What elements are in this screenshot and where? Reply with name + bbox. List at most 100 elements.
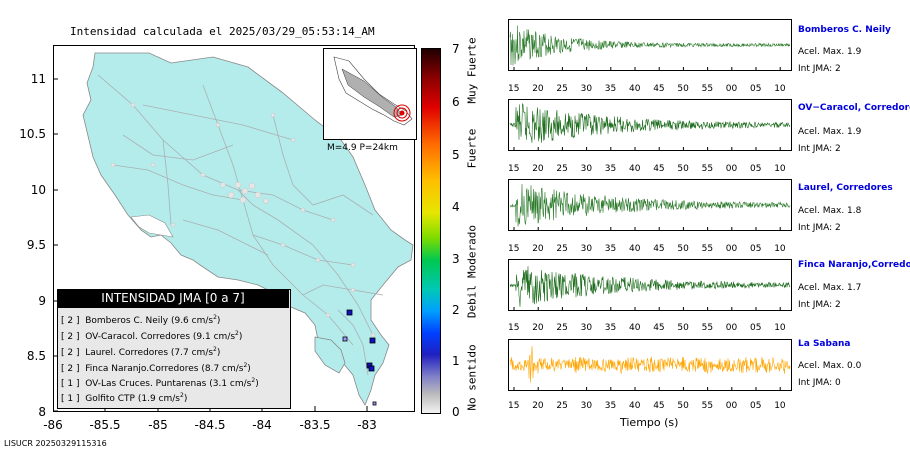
- time-tick-label: 25: [556, 164, 568, 174]
- time-tick-label: 20: [532, 84, 544, 94]
- waveform-panel-1: [508, 99, 792, 151]
- station-int: Int JMA: 2: [798, 144, 841, 154]
- time-tick-label: 45: [653, 401, 665, 411]
- intensity-legend: [57, 289, 291, 409]
- legend-row: [ 2 ] Bomberos C. Neily (9.6 cm/s2): [61, 314, 221, 326]
- time-tick-label: 10: [774, 323, 786, 333]
- legend-row: [ 2 ] Laurel. Corredores (7.7 cm/s2): [61, 346, 221, 358]
- time-tick-label: 45: [653, 84, 665, 94]
- time-tick-label: 55: [701, 244, 714, 254]
- station-int: Int JMA: 2: [798, 64, 841, 74]
- waveform-trace: [509, 266, 791, 307]
- time-tick-label: 05: [750, 323, 762, 333]
- time-tick-label: 30: [580, 323, 593, 333]
- scale-number: 7: [452, 42, 460, 56]
- time-tick-row: 15 20 25 30 35 40 45 50 55 00 05 10: [508, 401, 792, 413]
- map-y-tick: 11: [30, 72, 46, 86]
- time-tick-label: 50: [677, 244, 689, 254]
- map-x-tick: -84.5: [194, 418, 226, 432]
- station-name: Finca Naranjo,Corredores: [798, 260, 910, 270]
- time-tick-row: 15 20 25 30 35 40 45 50 55 00 05 10: [508, 164, 792, 176]
- waveform-trace: [509, 346, 791, 383]
- station-acel: Acel. Max. 1.9: [798, 47, 862, 57]
- time-tick-label: 10: [774, 84, 786, 94]
- station-name: Bomberos C. Neily: [798, 25, 891, 35]
- time-tick-label: 15: [508, 84, 520, 94]
- time-tick-label: 20: [532, 401, 544, 411]
- town-dots: [110, 102, 376, 338]
- inset-map-svg: [333, 56, 413, 126]
- station-int: Int JMA: 0: [798, 378, 841, 388]
- time-tick-label: 40: [629, 323, 641, 333]
- map-x-tick: -86: [43, 418, 63, 432]
- waveform-trace: [509, 103, 791, 143]
- time-tick-label: 30: [580, 244, 593, 254]
- time-tick-label: 25: [556, 244, 568, 254]
- time-tick-label: 50: [677, 164, 689, 174]
- legend-row: [ 2 ] OV-Caracol. Corredores (9.1 cm/s2): [61, 330, 243, 342]
- legend-row: [ 2 ] Finca Naranjo.Corredores (8.7 cm/s…: [61, 362, 251, 374]
- time-tick-label: 50: [677, 323, 689, 333]
- time-tick-label: 35: [604, 401, 617, 411]
- map-y-tick: 9: [38, 294, 46, 308]
- time-tick-label: 50: [677, 401, 689, 411]
- station-acel: Acel. Max. 1.9: [798, 127, 862, 137]
- waveform-trace: [509, 183, 791, 227]
- time-tick-label: 40: [629, 84, 641, 94]
- station-acel: Acel. Max. 0.0: [798, 361, 862, 371]
- scale-number: 5: [452, 148, 460, 162]
- legend-row: [ 1 ] Golfito CTP (1.9 cm/s2): [61, 392, 188, 404]
- time-tick-label: 00: [725, 401, 738, 411]
- waveform-panel-0: [508, 19, 792, 71]
- legend-row: [ 1 ] OV-Las Cruces. Puntarenas (3.1 cm/…: [61, 377, 259, 389]
- scale-number: 2: [452, 303, 460, 317]
- scale-number: 3: [452, 252, 460, 266]
- epicenter-marker: [399, 110, 405, 116]
- scale-number: 1: [452, 354, 460, 368]
- footer-id: LISUCR 20250329115316: [4, 439, 107, 448]
- time-tick-label: 55: [701, 84, 714, 94]
- time-tick-label: 35: [604, 323, 617, 333]
- scale-category: Muy Fuerte: [465, 37, 479, 104]
- time-tick-label: 40: [629, 164, 641, 174]
- station-markers: [342, 309, 377, 406]
- time-tick-label: 35: [604, 164, 617, 174]
- time-tick-label: 15: [508, 401, 520, 411]
- time-axis-title: Tiempo (s): [620, 416, 679, 429]
- time-tick-label: 20: [532, 244, 544, 254]
- time-tick-label: 50: [677, 84, 689, 94]
- time-tick-label: 15: [508, 244, 520, 254]
- time-tick-label: 45: [653, 164, 665, 174]
- station-marker: [369, 337, 376, 344]
- time-tick-row: 15 20 25 30 35 40 45 50 55 00 05 10: [508, 244, 792, 256]
- map-y-tick: 9.5: [26, 238, 46, 252]
- map-x-tick: -85.5: [89, 418, 121, 432]
- scale-number: 0: [452, 405, 460, 419]
- map-x-tick: -83: [357, 418, 377, 432]
- map-x-tick: -85: [148, 418, 168, 432]
- waveform-panel-2: [508, 179, 792, 231]
- panel-frame: [508, 99, 792, 151]
- time-tick-label: 55: [701, 323, 714, 333]
- scale-category: No sentido: [465, 344, 479, 411]
- time-tick-label: 55: [701, 164, 714, 174]
- time-tick-label: 25: [556, 323, 568, 333]
- time-tick-row: 15 20 25 30 35 40 45 50 55 00 05 10: [508, 323, 792, 335]
- station-marker: [342, 336, 348, 342]
- legend-title: INTENSIDAD JMA [0 a 7]: [57, 289, 289, 308]
- time-tick-label: 10: [774, 164, 786, 174]
- time-tick-label: 40: [629, 244, 641, 254]
- inset-magnitude-label: M=4.9 P=24km: [327, 143, 398, 153]
- time-tick-label: 35: [604, 244, 617, 254]
- waveform-panel-4: [508, 339, 792, 391]
- time-tick-label: 05: [750, 84, 762, 94]
- time-tick-label: 30: [580, 164, 593, 174]
- map-y-tick: 8.5: [26, 349, 46, 363]
- station-name: La Sabana: [798, 339, 851, 349]
- scale-number: 4: [452, 200, 460, 214]
- station-int: Int JMA: 2: [798, 300, 841, 310]
- intensity-color-scale: [421, 48, 441, 414]
- time-tick-label: 30: [580, 84, 593, 94]
- epicenter-ring: [393, 104, 411, 122]
- map-title: Intensidad calculada el 2025/03/29_05:53…: [70, 25, 375, 38]
